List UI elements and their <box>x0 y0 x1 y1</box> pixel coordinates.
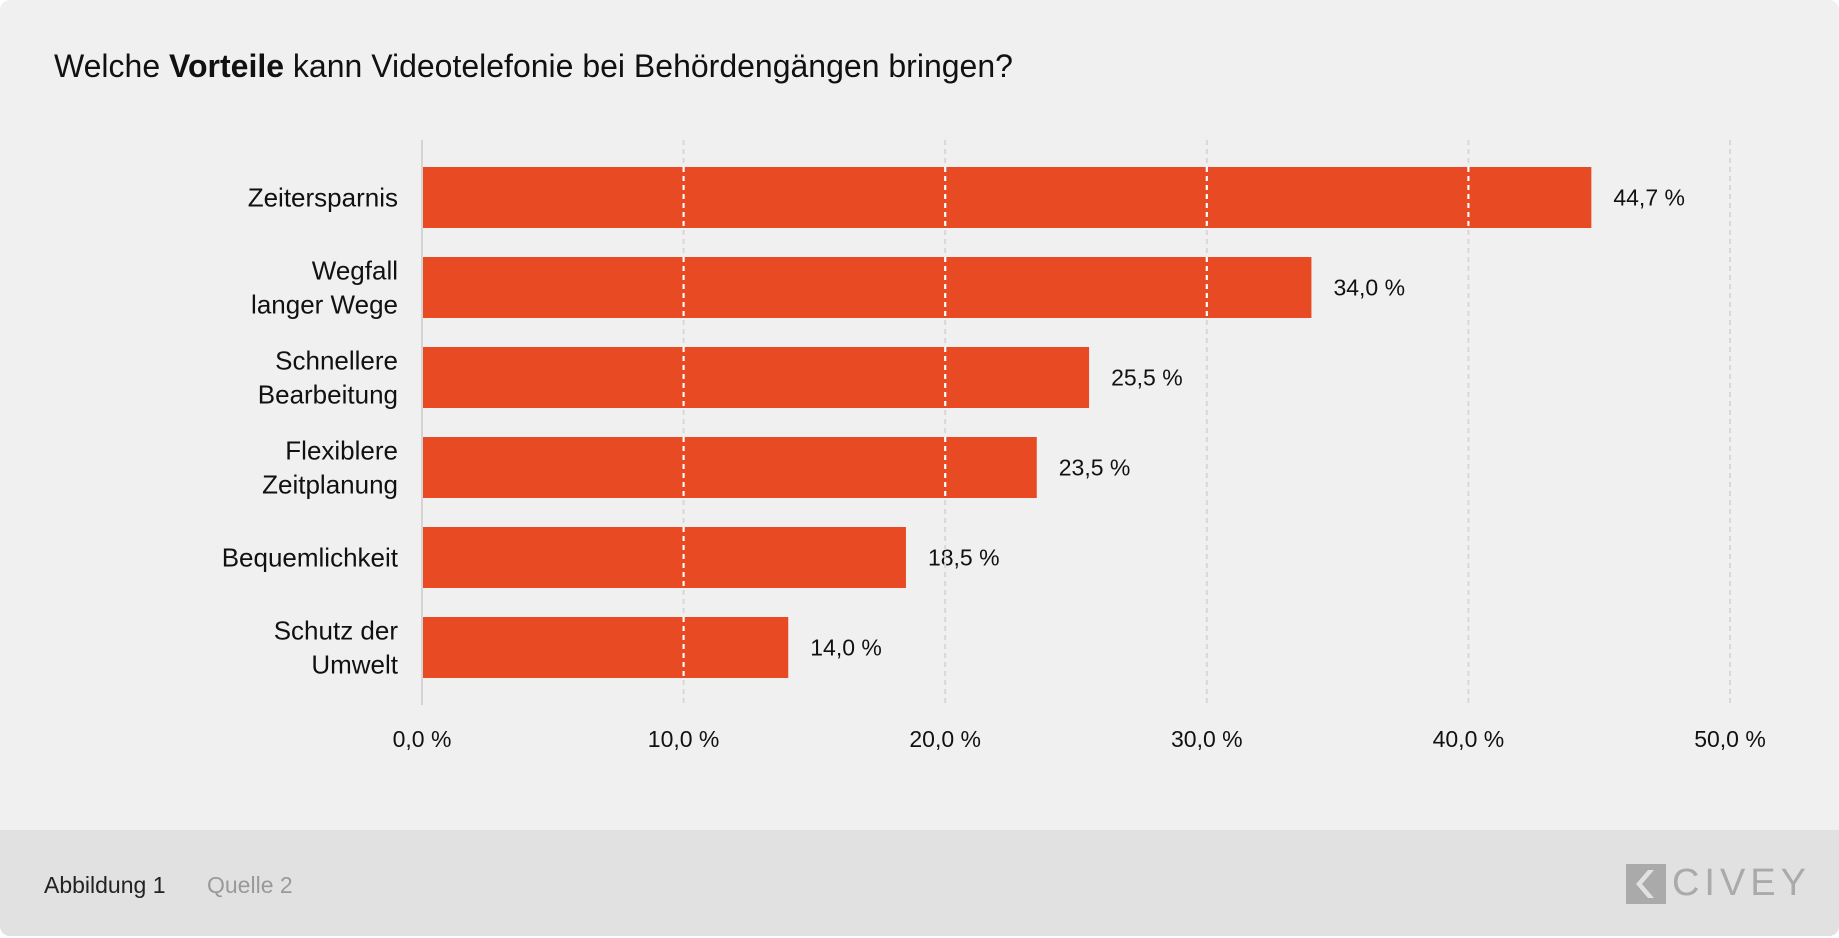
category-label: Flexiblere <box>285 436 398 466</box>
title-bold: Vorteile <box>169 48 285 84</box>
bar <box>423 437 1037 498</box>
tick-label: 40,0 % <box>1433 726 1505 752</box>
logo-text: CIVEY <box>1671 862 1811 904</box>
tick-label: 10,0 % <box>648 726 720 752</box>
tick-label: 0,0 % <box>393 726 452 752</box>
bar <box>423 527 906 588</box>
category-label: Zeitersparnis <box>248 183 398 213</box>
category-label: langer Wege <box>251 290 398 320</box>
category-label: Umwelt <box>311 650 398 680</box>
category-label: Schutz der <box>274 616 399 646</box>
figure-label: Abbildung 1 <box>44 872 166 898</box>
bar <box>423 257 1312 318</box>
tick-label: 50,0 % <box>1694 726 1766 752</box>
bar <box>423 347 1090 408</box>
category-label: Zeitplanung <box>262 470 398 500</box>
value-label: 14,0 % <box>810 635 882 661</box>
value-label: 23,5 % <box>1059 455 1131 481</box>
title-text: kann Videotelefonie bei Behördengängen b… <box>284 48 1013 84</box>
value-label: 18,5 % <box>928 545 1000 571</box>
bar <box>423 617 789 678</box>
value-label: 25,5 % <box>1111 365 1183 391</box>
category-label: Bequemlichkeit <box>222 543 399 573</box>
category-label: Wegfall <box>312 256 398 286</box>
bar-chart: 44,7 % Zeitersparnis 34,0 % Wegfall langer W… <box>222 140 1766 752</box>
title-text: Welche <box>54 48 170 84</box>
category-label: Bearbeitung <box>258 380 398 410</box>
tick-label: 20,0 % <box>909 726 981 752</box>
chart-title: Welche Vorteile kann Videotelefonie bei … <box>54 48 1013 85</box>
footer <box>0 830 1839 936</box>
civey-logo-icon <box>1625 863 1666 904</box>
source-link[interactable]: Quelle 2 <box>207 872 293 898</box>
tick-label: 30,0 % <box>1171 726 1243 752</box>
value-label: 34,0 % <box>1333 275 1405 301</box>
value-label: 44,7 % <box>1613 185 1685 211</box>
bar <box>423 167 1592 228</box>
category-label: Schnellere <box>275 346 398 376</box>
civey-logo: CIVEY <box>1625 862 1811 905</box>
